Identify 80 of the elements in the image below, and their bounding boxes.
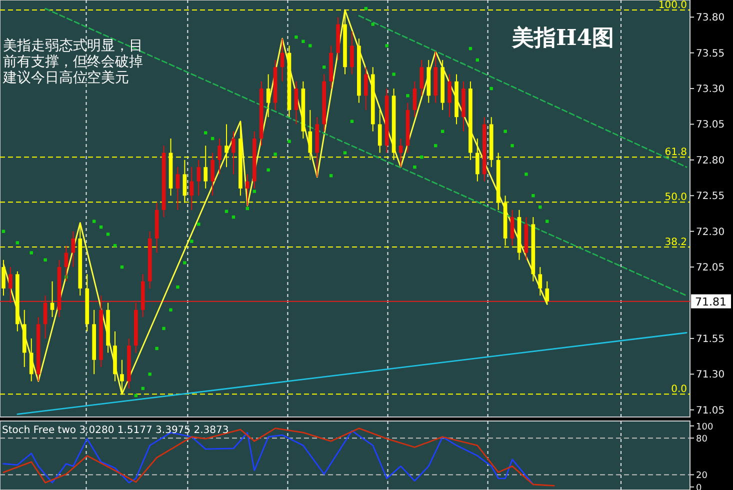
point [44,258,47,262]
candlestick [2,259,6,296]
candlestick [50,280,54,318]
candlestick [266,74,270,118]
point [190,240,194,243]
candlestick [196,159,201,196]
candlestick [364,66,368,110]
point [274,152,277,156]
point [532,194,535,198]
point [106,232,110,236]
point [16,241,20,244]
point [155,346,158,350]
candlestick [294,80,298,125]
point [510,144,514,148]
y-tick-label: 72.80 [696,155,725,166]
point [420,155,424,159]
point [169,308,172,312]
y-tick-label: 71.05 [696,405,725,416]
candlestick [246,174,250,206]
annotation: 0.0 [671,384,687,396]
point [176,285,180,289]
candlestick [510,209,514,246]
point [524,172,528,176]
point [294,36,298,39]
y-tick-label: 71.55 [696,334,725,345]
candlestick [420,59,424,96]
point [204,131,208,134]
annotation: 38.2 [664,237,687,248]
y-tick-label: 72.55 [696,191,725,202]
point [343,151,347,154]
y-tick-label: 80 [696,434,708,445]
point [406,94,410,98]
candlestick [378,109,382,154]
y-tick-label: 71.30 [696,370,725,381]
y-tick-label: 73.05 [696,120,725,131]
y-tick-label: 73.30 [696,84,725,96]
point [413,165,416,169]
text: 美指H4图 [511,25,614,51]
candlestick [71,230,76,268]
candlestick [232,130,236,175]
point [183,261,186,264]
y-tick-label: 72.05 [696,262,725,274]
candlestick [43,295,48,339]
candlestick [538,266,542,296]
point [30,251,33,254]
candlestick [29,338,34,382]
y-tick-label: 72.30 [696,226,725,238]
point [308,44,312,48]
candlestick [8,266,12,304]
point [538,205,542,209]
point [162,326,166,330]
ref-line-label: 71.81 [695,295,726,308]
candlestick [176,166,180,210]
point [385,44,388,48]
point [2,230,6,233]
y-tick-label: 20 [696,471,708,482]
candlestick [448,74,452,118]
candlestick [398,138,403,168]
point [434,144,438,148]
y-tick-label: 73.80 [696,12,725,24]
point [266,168,270,172]
annotation: 50.0 [664,192,687,204]
chart-title: Stoch Free two 3.0280 1.5177 3.3975 2.3873 [2,425,229,436]
point [302,40,305,44]
point [504,130,507,133]
candlestick [218,138,222,175]
point [329,174,333,178]
annotation: 100.0 [658,0,687,11]
y-tick-label: 73.55 [696,48,725,60]
annotation: 美指走弱态式明显，目前有支撑，但终会破掉建议今日高位空美元 [2,38,143,86]
point [148,372,152,376]
annotation: 61.8 [664,147,687,158]
candlestick [210,152,214,196]
candlestick [545,280,550,305]
candlestick [412,80,417,118]
candlestick [350,30,354,75]
y-tick-label: 100 [696,422,714,432]
point [197,222,200,226]
point [392,72,396,76]
point [288,140,291,143]
